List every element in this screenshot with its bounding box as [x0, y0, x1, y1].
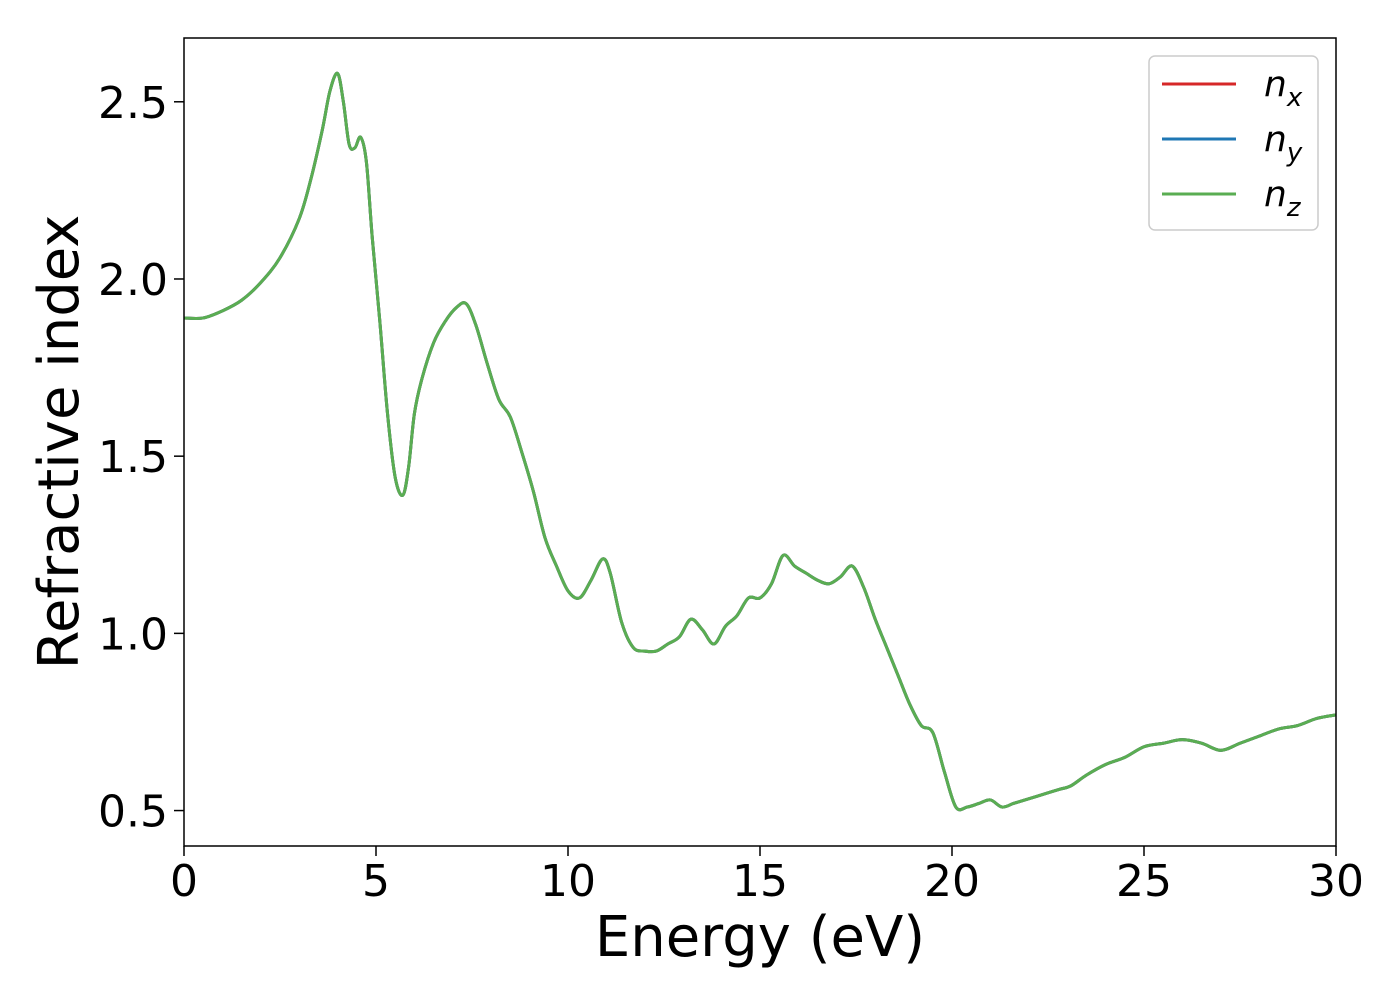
x-axis-ticks: 0 5 10 15 20 25 30	[170, 846, 1364, 907]
legend-label-base: n	[1264, 119, 1287, 160]
y-tick-label: 1.0	[98, 609, 168, 660]
legend-label: nz	[1264, 174, 1302, 223]
y-tick-label: 0.5	[98, 787, 168, 838]
y-tick-label: 2.5	[98, 78, 168, 129]
y-tick-label: 1.5	[98, 432, 168, 483]
legend-box	[1148, 55, 1319, 231]
x-tick-label: 5	[362, 856, 390, 907]
y-tick-label: 2.0	[98, 255, 168, 306]
legend-item-z: nz	[1162, 174, 1302, 223]
legend-label: nx	[1264, 64, 1303, 113]
legend-item-x: nx	[1162, 64, 1303, 113]
legend-label-subscript: x	[1286, 83, 1303, 113]
legend-label-subscript: y	[1286, 138, 1303, 168]
legend-item-y: ny	[1162, 119, 1303, 168]
legend-label-subscript: z	[1286, 193, 1302, 223]
x-axis-title: Energy (eV)	[595, 905, 925, 970]
y-axis-title: Refractive index	[27, 215, 92, 670]
legend-label-base: n	[1264, 64, 1287, 105]
x-tick-label: 0	[170, 856, 198, 907]
legend-label: ny	[1264, 119, 1303, 168]
x-tick-label: 20	[924, 856, 980, 907]
y-axis-ticks: 0.5 1.0 1.5 2.0 2.5	[98, 78, 184, 838]
series-layer	[184, 71, 1336, 812]
x-tick-label: 30	[1308, 856, 1364, 907]
legend-label-base: n	[1264, 174, 1287, 215]
series-line-z	[184, 71, 1336, 812]
x-tick-label: 10	[540, 856, 596, 907]
x-tick-label: 25	[1116, 856, 1172, 907]
x-tick-label: 15	[732, 856, 788, 907]
